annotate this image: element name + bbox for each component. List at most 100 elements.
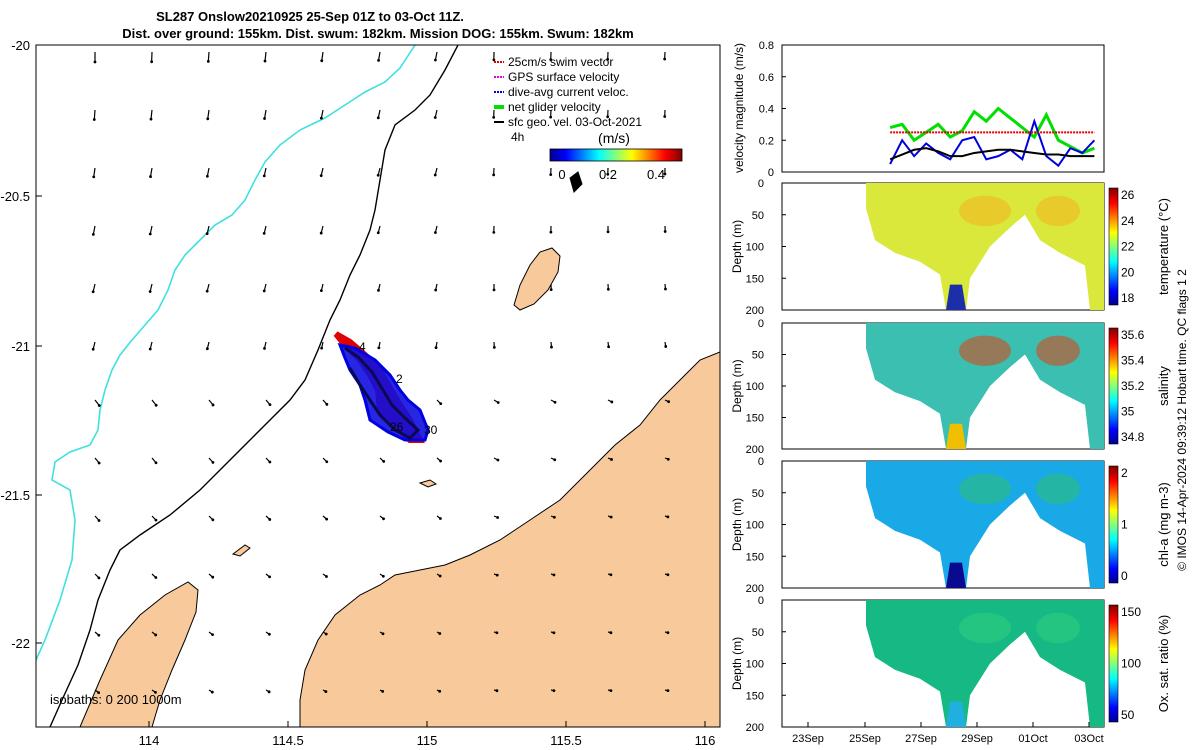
geo-vel-arrowhead — [666, 457, 670, 461]
time-tick-label: 01Oct — [1018, 733, 1047, 745]
depth-tick-label: 200 — [746, 444, 764, 456]
colorbar-tick-label: 24 — [1121, 214, 1135, 228]
geo-vel-arrowhead — [97, 691, 101, 695]
depth-tick-label: 200 — [746, 305, 764, 317]
isobaths-label: isobaths: 0 200 1000m — [50, 692, 182, 707]
geo-vel-arrowhead — [496, 458, 500, 462]
geo-vel-arrowhead — [495, 573, 499, 577]
legend-geo: sfc geo. vel. 03-Oct-2021 — [508, 115, 642, 129]
geo-vel-arrowhead — [206, 59, 210, 63]
island-small-2 — [231, 544, 251, 557]
geo-vel-arrowhead — [606, 115, 610, 119]
geo-vel-arrowhead — [549, 58, 553, 61]
geo-vel-arrow — [93, 109, 96, 120]
track-label-2: 2 — [396, 372, 403, 386]
geo-vel-arrowhead — [434, 288, 438, 292]
geo-vel-arrowhead — [205, 232, 209, 236]
geo-vel-arrow — [149, 167, 153, 177]
map-lat-axis: -20 -20.5 -21 -21.5 -22 — [0, 38, 42, 651]
geo-vel-arrowhead — [148, 347, 152, 351]
depth-tick-label: 200 — [746, 583, 764, 595]
velocity-series-line — [889, 118, 1096, 168]
geo-vel-arrow — [207, 51, 210, 62]
lat-tick: -20 — [11, 38, 30, 53]
geo-vel-arrowhead — [438, 689, 442, 693]
depth-tick-label: 0 — [758, 178, 764, 190]
geo-vel-arrowhead — [267, 632, 271, 636]
geo-vel-arrowhead — [150, 60, 154, 64]
geo-vel-arrowhead — [211, 518, 215, 522]
depth-tick-label: 150 — [746, 413, 764, 425]
geo-vel-arrowhead — [92, 175, 96, 179]
depth-tick-label: 100 — [746, 242, 764, 254]
colorbar-tick-label: 150 — [1121, 605, 1141, 619]
section-label: chl-a (mg m-3) — [1156, 482, 1171, 567]
geo-vel-arrowhead — [154, 461, 158, 465]
geo-vel-arrowhead — [377, 288, 380, 292]
geo-vel-arrowhead — [492, 58, 496, 62]
geo-vel-arrowhead — [495, 689, 499, 693]
title-line-2: Dist. over ground: 155km. Dist. swum: 18… — [122, 26, 634, 41]
geo-vel-arrowhead — [492, 115, 496, 119]
depth-tick-label: 100 — [746, 659, 764, 671]
depth-tick-label: 150 — [746, 551, 764, 563]
geo-vel-arrowhead — [381, 689, 385, 693]
section-feature — [1036, 612, 1080, 644]
geo-vel-arrowhead — [92, 118, 96, 121]
geo-vel-arrowhead — [496, 516, 499, 519]
time-tick-label: 25Sep — [849, 733, 881, 745]
section-feature — [959, 195, 1011, 227]
geo-vel-arrowhead — [663, 230, 667, 233]
geo-vel-arrowhead — [325, 460, 329, 464]
geo-vel-arrowhead — [211, 575, 215, 579]
geo-vel-arrowhead — [549, 173, 553, 176]
geo-vel-arrowhead — [377, 58, 380, 62]
track-label-30: 30 — [424, 423, 438, 437]
geo-vel-arrowhead — [552, 689, 556, 693]
depth-tick-label: 150 — [746, 690, 764, 702]
geo-vel-arrowhead — [663, 57, 667, 61]
geo-vel-arrowhead — [439, 459, 442, 463]
geo-vel-arrowhead — [263, 59, 267, 63]
geo-vel-arrowhead — [324, 632, 328, 636]
sfc-geo-velocity-arrows — [91, 51, 671, 695]
geo-vel-arrowhead — [664, 345, 668, 348]
lon-tick: 114.5 — [272, 733, 304, 748]
geo-vel-arrowhead — [325, 575, 328, 578]
colorbar-tick-label: 100 — [1121, 657, 1141, 671]
geo-vel-arrow — [93, 167, 96, 177]
geo-vel-arrowhead — [666, 631, 670, 635]
geo-vel-arrowhead — [262, 231, 266, 235]
geo-vel-arrowhead — [325, 402, 329, 406]
depth-tick-label: 50 — [752, 488, 764, 500]
colorbar-tick-label: 22 — [1121, 240, 1135, 254]
colorbar-tick-label: 35.2 — [1121, 379, 1145, 393]
time-tick-label: 29Sep — [961, 733, 993, 745]
isobath-200 — [36, 45, 416, 661]
mainland — [299, 351, 720, 727]
colorbar-tick-label: 35.4 — [1121, 354, 1145, 368]
geo-vel-arrowhead — [664, 287, 667, 291]
geo-vel-arrowhead — [666, 689, 670, 693]
depth-ylabel: Depth (m) — [730, 220, 744, 273]
geo-vel-arrowhead — [154, 633, 158, 637]
geo-vel-arrow — [377, 51, 381, 61]
geo-vel-arrowhead — [433, 173, 437, 177]
geo-vel-arrowhead — [324, 690, 328, 693]
legend-4h-label: 4h — [511, 130, 524, 144]
depth-tick-label: 200 — [746, 722, 764, 734]
legend-net: net glider velocity — [508, 100, 601, 114]
geo-vel-arrowhead — [663, 115, 667, 118]
lat-tick: -21.5 — [0, 488, 30, 503]
section-feature — [959, 473, 1011, 505]
colorbar-tick: 0.4 — [647, 167, 665, 182]
geo-vel-arrowhead — [552, 631, 556, 635]
geo-vel-arrowhead — [206, 117, 210, 121]
island-southwest — [79, 581, 199, 727]
lon-tick: 115 — [417, 733, 438, 748]
geo-vel-arrowhead — [609, 631, 613, 635]
geo-vel-arrowhead — [211, 403, 215, 407]
geo-vel-arrowhead — [606, 172, 610, 176]
colorbar-tick-label: 2 — [1121, 466, 1128, 480]
